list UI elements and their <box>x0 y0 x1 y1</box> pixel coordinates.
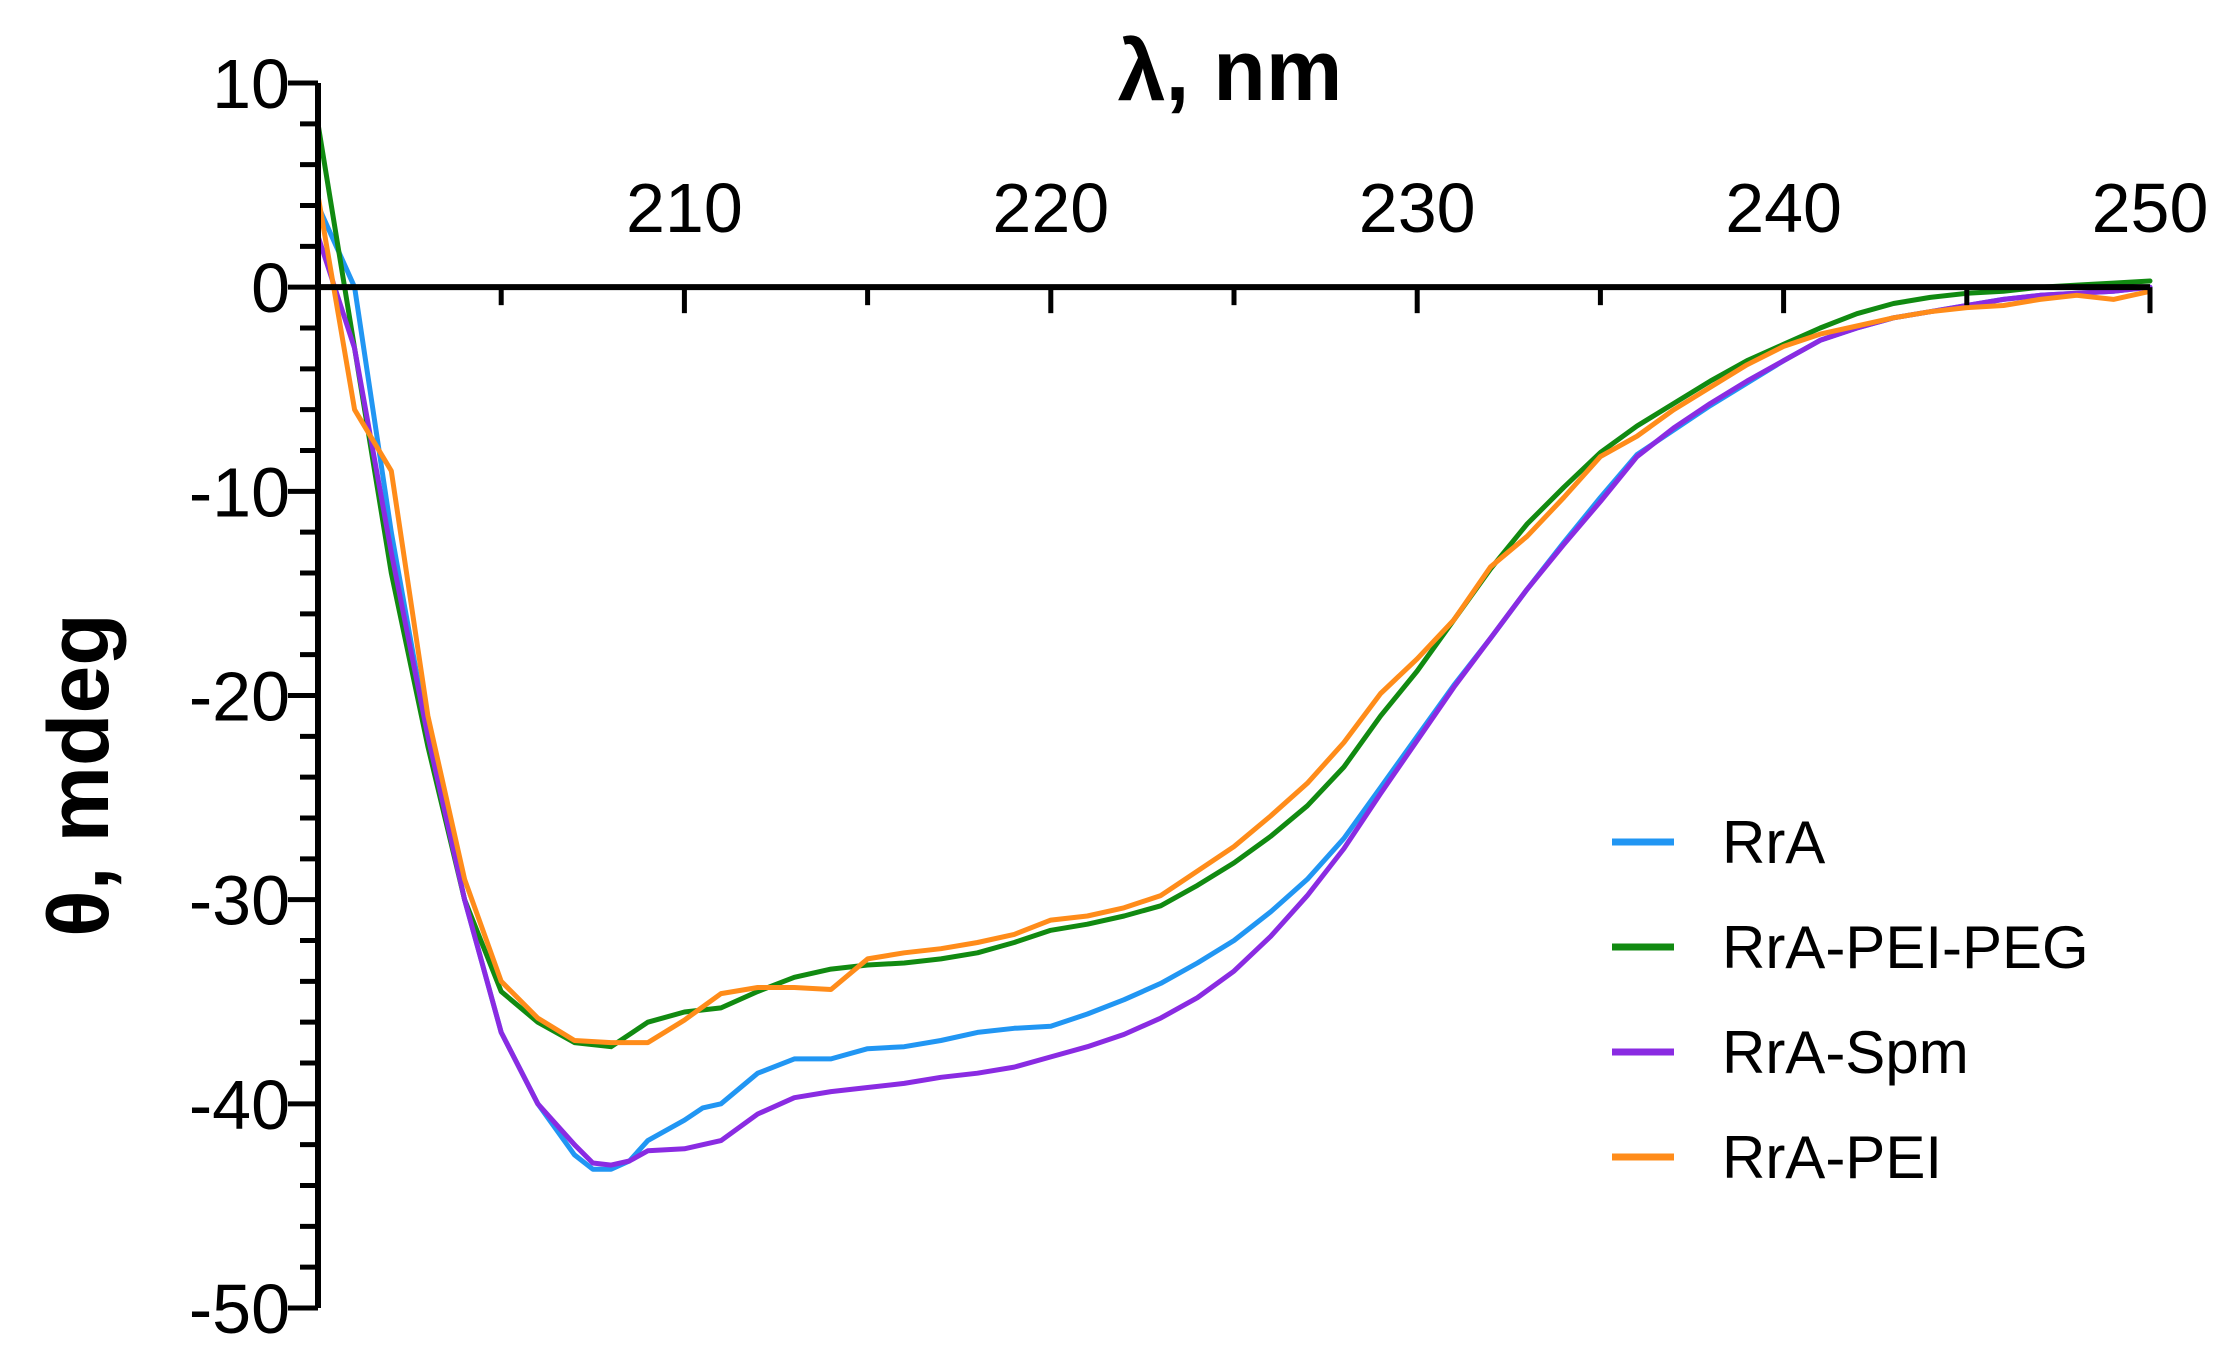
y-tick-label: -10 <box>189 453 290 531</box>
x-axis-title: λ, nm <box>1118 23 1343 119</box>
legend-label: RrA-Spm <box>1722 1019 1969 1086</box>
y-tick-label: 10 <box>212 45 290 123</box>
x-tick-label: 230 <box>1359 169 1476 247</box>
legend-label: RrA <box>1722 809 1825 876</box>
y-tick-label: -20 <box>189 658 290 736</box>
series-line-rra-spm <box>315 233 2153 1168</box>
x-tick-label: 220 <box>992 169 1109 247</box>
x-ticks: 210 220 230 240 250 <box>498 169 2209 314</box>
x-tick-label: 210 <box>626 169 743 247</box>
y-ticks: 10 0 -10 -20 -30 -40 -50 <box>189 45 318 1348</box>
y-axis-title: θ, mdeg <box>31 613 127 937</box>
y-tick-label: -40 <box>189 1066 290 1144</box>
y-tick-label: -30 <box>189 862 290 940</box>
legend-label: RrA-PEI-PEG <box>1722 914 2089 981</box>
x-tick-label: 250 <box>2092 169 2209 247</box>
y-tick-label: -50 <box>189 1270 290 1348</box>
series-layer <box>315 121 2153 1172</box>
x-tick-label: 240 <box>1725 169 1842 247</box>
series-line-rra-pei <box>315 192 2153 1046</box>
legend-label: RrA-PEI <box>1722 1124 1942 1191</box>
y-tick-label: 0 <box>251 249 290 327</box>
legend: RrA RrA-PEI-PEG RrA-Spm RrA-PEI <box>1612 809 2089 1191</box>
series-line-rra-pei-peg <box>315 121 2153 1050</box>
